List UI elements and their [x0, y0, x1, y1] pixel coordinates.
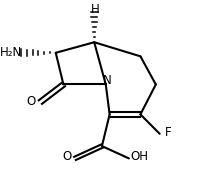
- Text: O: O: [63, 150, 72, 163]
- Text: O: O: [27, 95, 36, 108]
- Text: F: F: [164, 126, 171, 139]
- Text: H: H: [91, 3, 100, 16]
- Text: OH: OH: [130, 150, 148, 163]
- Text: H₂N: H₂N: [0, 46, 23, 59]
- Text: N: N: [103, 74, 112, 87]
